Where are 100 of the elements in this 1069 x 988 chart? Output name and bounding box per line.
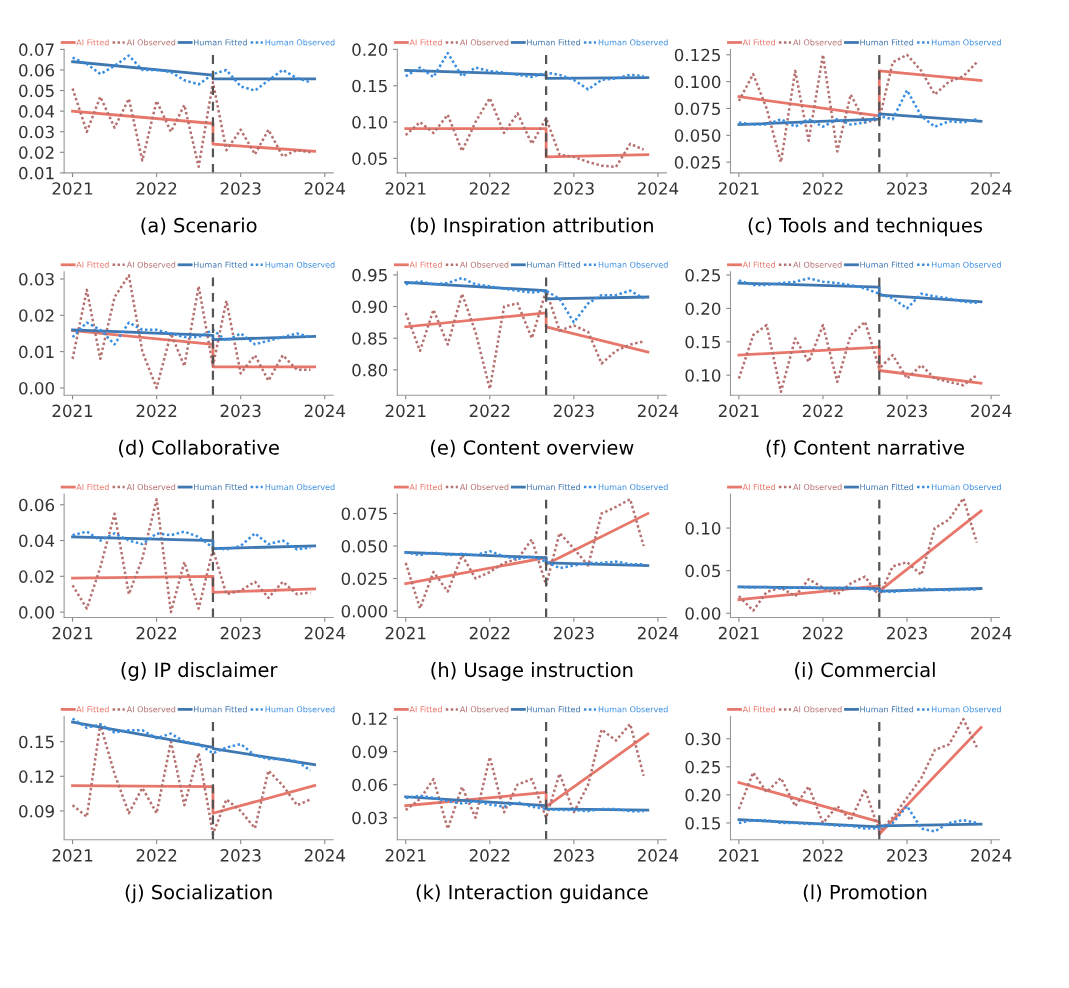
text: AI Fitted: [76, 39, 109, 46]
legend-label: AI Observed: [793, 261, 842, 268]
y-tick-label: 0.000: [341, 604, 388, 618]
y-tick-label: 0.15: [19, 735, 54, 749]
y-tick-label: 0.00: [685, 607, 721, 620]
x-tick-label: 2022: [136, 182, 177, 195]
legend-label: AI Observed: [126, 261, 176, 268]
x-tick-label: 2023: [553, 404, 594, 418]
y-tick-label: 0.90: [352, 300, 388, 314]
y-tick-label: 0.09: [352, 745, 388, 759]
line-series: [404, 497, 645, 610]
x-tick-label: 2023: [220, 182, 261, 195]
legend-label: Human Fitted: [527, 706, 580, 713]
y-tick-label: 0.15: [685, 335, 720, 349]
text: AI Fitted: [409, 706, 442, 713]
text: AI Fitted: [742, 261, 775, 268]
y-tick-label: 0.02: [19, 146, 54, 159]
legend-label: AI Observed: [459, 39, 509, 46]
x-axis-title: (c) Tools and techniques: [748, 217, 983, 237]
legend-label: Human Observed: [598, 483, 668, 491]
legend-label: Human Fitted: [193, 483, 247, 491]
text: AI Fitted: [409, 39, 442, 46]
line-series: [404, 96, 645, 169]
x-tick-label: 2022: [802, 626, 843, 640]
x-axis-title: (d) Collaborative: [119, 439, 279, 458]
y-tick-label: 0.10: [685, 369, 721, 382]
line-series: [71, 530, 312, 551]
x-tick-label: 2021: [385, 626, 426, 640]
y-tick-label: 0.075: [674, 102, 720, 116]
x-axis-title: (f) Content narrative: [766, 439, 964, 458]
line-series: [404, 51, 645, 91]
legend-label: Human Fitted: [527, 39, 580, 46]
x-tick-label: 2023: [887, 404, 927, 418]
legend-label: AI Observed: [793, 39, 842, 46]
legend-label: Human Fitted: [860, 706, 914, 713]
text: AI Fitted: [76, 706, 109, 713]
legend-label: Human Fitted: [860, 483, 914, 491]
text: AI Fitted: [76, 261, 109, 268]
legend-label: Human Observed: [931, 706, 1001, 713]
y-tick-label: 0.20: [685, 302, 721, 315]
x-tick-label: 2023: [220, 626, 261, 640]
line-series: [737, 497, 979, 612]
x-tick-label: 2023: [553, 182, 594, 195]
y-tick-label: 0.025: [341, 572, 387, 586]
x-tick-label: 2021: [385, 849, 426, 862]
y-tick-label: 0.06: [352, 778, 388, 792]
x-tick-label: 2022: [136, 404, 177, 418]
y-tick-label: 0.85: [352, 332, 387, 345]
y-tick-label: 0.00: [19, 606, 55, 619]
y-tick-label: 0.80: [352, 363, 388, 377]
x-tick-label: 2023: [887, 849, 927, 862]
legend-label: AI Observed: [459, 483, 509, 491]
legend-label: Human Observed: [265, 483, 335, 491]
y-tick-label: 0.05: [352, 152, 387, 165]
y-tick-label: 0.02: [19, 570, 54, 583]
x-axis-title: (k) Interaction guidance: [416, 884, 648, 904]
legend-label: Human Observed: [265, 706, 335, 713]
y-tick-label: 0.20: [352, 43, 388, 56]
x-tick-label: 2024: [304, 849, 346, 862]
x-tick-label: 2022: [469, 849, 510, 862]
y-tick-label: 0.00: [19, 381, 55, 395]
y-tick-label: 0.050: [674, 129, 721, 142]
line-series: [71, 81, 312, 168]
x-tick-label: 2024: [637, 182, 679, 195]
text: AI Fitted: [409, 261, 442, 268]
line-series: [71, 723, 312, 836]
x-tick-label: 2024: [637, 626, 679, 640]
line-series: [71, 498, 312, 614]
x-tick-label: 2023: [887, 182, 927, 195]
y-tick-label: 0.075: [341, 507, 387, 521]
x-tick-label: 2022: [136, 849, 177, 862]
y-tick-label: 0.25: [685, 269, 720, 282]
x-tick-label: 2021: [718, 849, 759, 862]
y-tick-label: 0.10: [352, 116, 388, 129]
x-tick-label: 2021: [385, 404, 426, 418]
line-series: [404, 276, 645, 324]
y-tick-label: 0.02: [19, 309, 54, 322]
legend-label: Human Observed: [265, 39, 335, 46]
legend-label: Human Observed: [931, 39, 1001, 46]
text: AI Fitted: [76, 483, 109, 491]
y-tick-label: 0.04: [19, 105, 55, 118]
legend-label: Human Fitted: [860, 261, 914, 268]
y-tick-label: 0.30: [685, 732, 721, 746]
x-tick-label: 2023: [553, 626, 594, 640]
x-tick-label: 2021: [718, 182, 759, 195]
y-tick-label: 0.050: [341, 539, 388, 553]
x-tick-label: 2022: [469, 626, 510, 640]
x-tick-label: 2023: [220, 404, 261, 418]
legend-label: AI Observed: [126, 706, 176, 713]
y-tick-label: 0.025: [674, 156, 720, 169]
x-tick-label: 2021: [718, 626, 759, 640]
text: AI Fitted: [409, 483, 442, 491]
line-series: [404, 549, 645, 570]
text: AI Fitted: [742, 39, 775, 46]
y-tick-label: 0.04: [19, 534, 55, 548]
legend-label: Human Fitted: [193, 261, 247, 268]
x-tick-label: 2022: [802, 849, 843, 862]
x-tick-label: 2023: [887, 626, 927, 640]
x-axis-title: (e) Content overview: [431, 439, 634, 458]
y-tick-label: 0.15: [352, 79, 387, 93]
